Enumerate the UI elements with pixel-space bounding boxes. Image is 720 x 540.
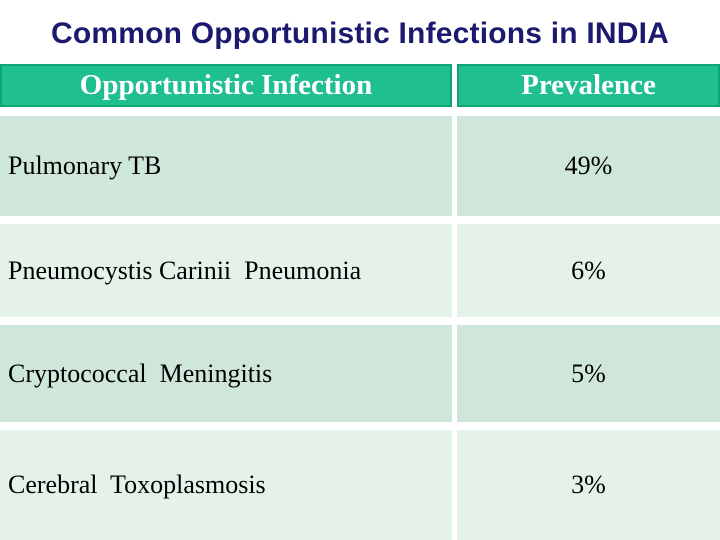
table-row: Pulmonary TB 49% [0,116,720,216]
table-row: Cryptococcal Meningitis 5% [0,325,720,422]
table-header-row: Opportunistic Infection Prevalence [0,64,720,107]
prevalence-cell: 5% [457,325,720,422]
row-gap [0,317,720,325]
infection-cell: Pulmonary TB [0,116,452,216]
header-cell-prevalence: Prevalence [457,64,720,107]
table-row: Cerebral Toxoplasmosis 3% [0,430,720,540]
row-gap [0,422,720,430]
column-divider [452,325,457,422]
header-cell-infection: Opportunistic Infection [0,64,452,107]
prevalence-cell: 3% [457,430,720,540]
row-gap [0,216,720,224]
infection-cell: Pneumocystis Carinii Pneumonia [0,224,452,317]
prevalence-cell: 6% [457,224,720,317]
column-divider [452,116,457,216]
column-divider [452,64,457,107]
row-gap [0,107,720,116]
infection-cell: Cryptococcal Meningitis [0,325,452,422]
slide-title: Common Opportunistic Infections in INDIA [51,17,669,50]
infection-cell: Cerebral Toxoplasmosis [0,430,452,540]
column-divider [452,224,457,317]
table-row: Pneumocystis Carinii Pneumonia 6% [0,224,720,317]
infections-table: Opportunistic Infection Prevalence Pulmo… [0,64,720,540]
column-divider [452,430,457,540]
prevalence-cell: 49% [457,116,720,216]
